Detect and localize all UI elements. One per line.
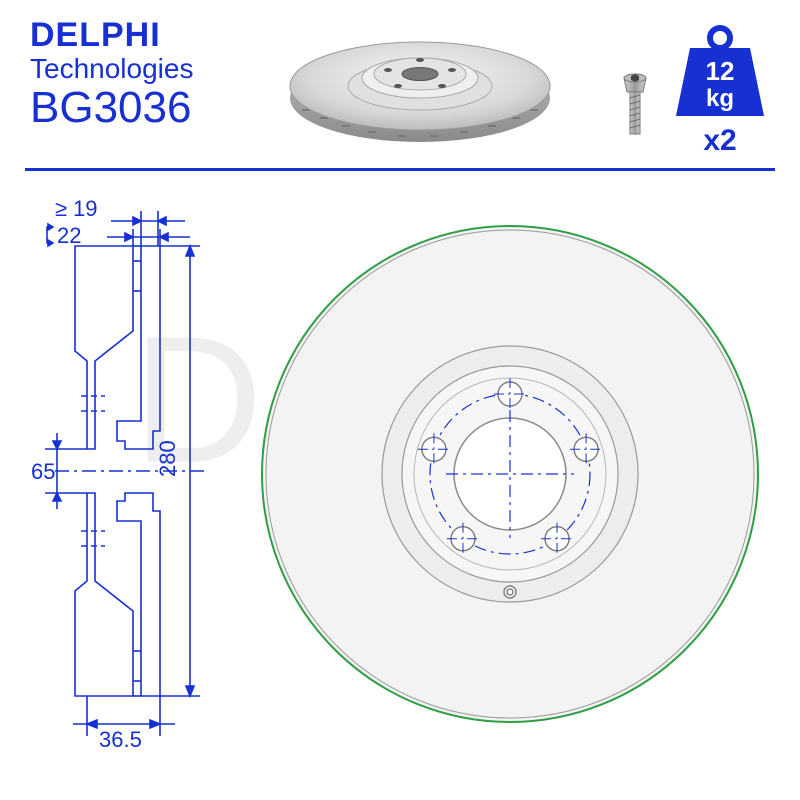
part-number: BG3036: [30, 85, 193, 131]
svg-text:≥: ≥: [55, 196, 67, 221]
weight-block: 12 kg x2: [670, 24, 770, 158]
brand-block: DELPHI Technologies BG3036: [30, 18, 193, 131]
brand-line2: Technologies: [30, 54, 193, 83]
cross-section-drawing: ≥ 19 22: [25, 191, 235, 756]
dim-min-thickness: 19: [73, 196, 97, 221]
brand-line1: DELPHI: [30, 18, 193, 54]
dim-hat-depth: 36.5: [99, 727, 142, 751]
dim-outer-dia: 280: [155, 440, 180, 477]
quantity-label: x2: [703, 124, 736, 158]
front-view-drawing: [245, 191, 775, 756]
weight-unit: kg: [706, 85, 734, 112]
dim-hub-dia: 65: [31, 459, 55, 484]
weight-icon: 12 kg: [670, 24, 770, 120]
screw-icon: [618, 68, 652, 158]
header-right: 12 kg x2: [260, 18, 770, 158]
weight-value: 12: [706, 56, 735, 86]
dim-thickness: 22: [57, 223, 81, 248]
header: DELPHI Technologies BG3036: [0, 0, 800, 168]
diagram-area: ≥ 19 22: [0, 171, 800, 776]
product-photo: [260, 18, 600, 158]
